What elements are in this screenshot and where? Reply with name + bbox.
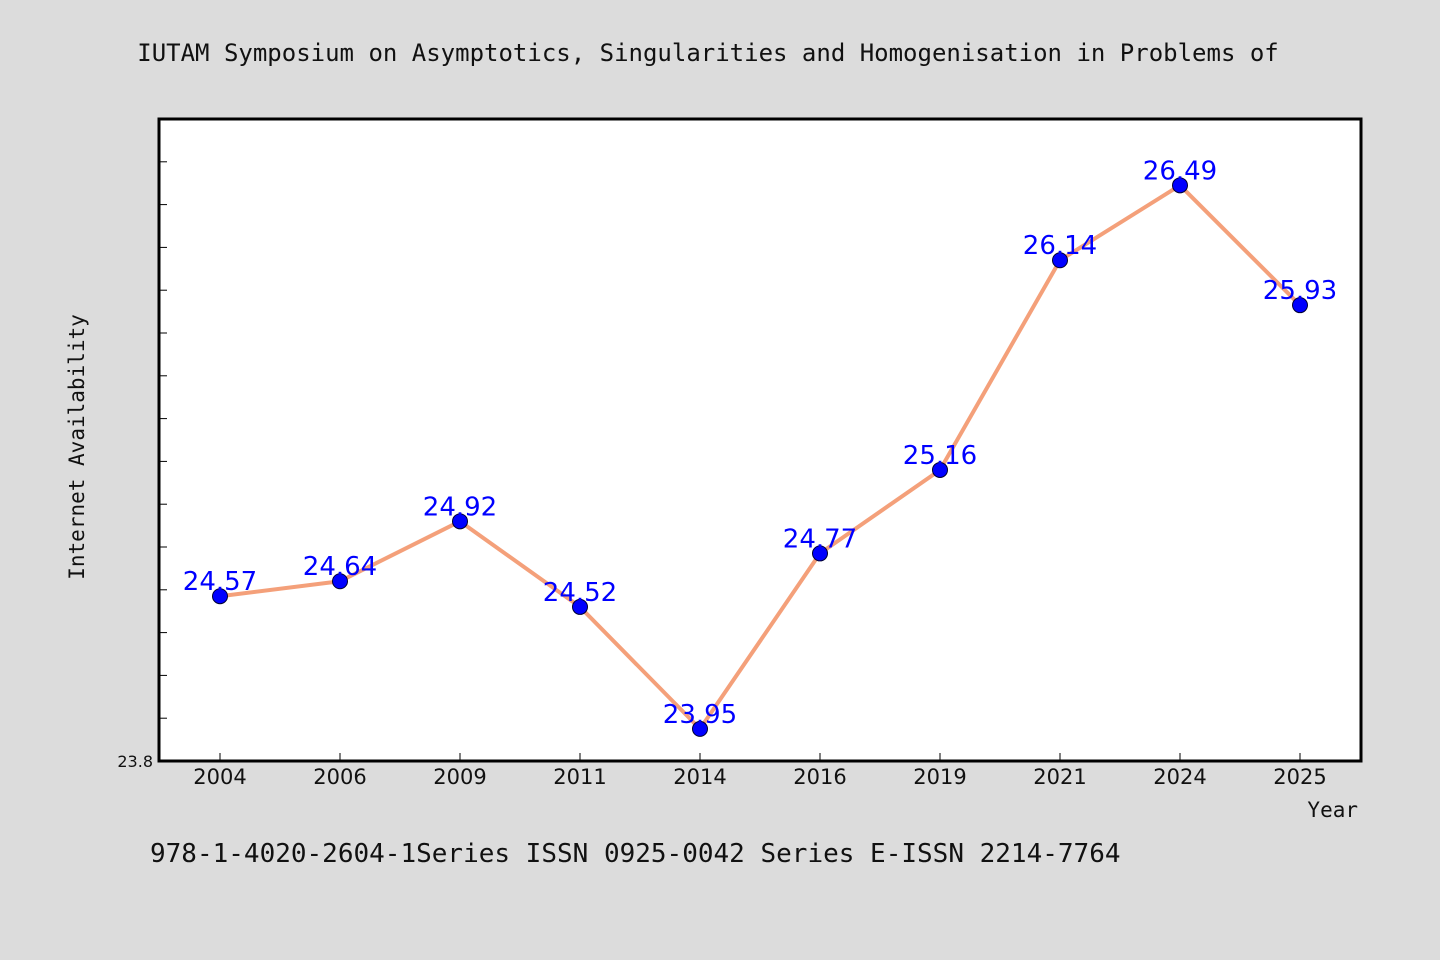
data-label: 24.92 xyxy=(423,492,497,522)
x-tick-label: 2024 xyxy=(1153,765,1206,789)
x-tick-label: 2021 xyxy=(1033,765,1086,789)
y-axis: 23.8 xyxy=(117,118,167,771)
data-point xyxy=(1292,297,1308,314)
data-label: 24.77 xyxy=(783,524,857,554)
x-tick-label: 2014 xyxy=(673,765,726,789)
data-point xyxy=(692,720,708,737)
data-point xyxy=(452,513,468,530)
y-tick-label: 23.8 xyxy=(117,752,153,771)
x-tick-label: 2011 xyxy=(553,765,606,789)
data-point xyxy=(212,588,228,605)
data-label: 26.49 xyxy=(1143,156,1217,186)
x-tick-label: 2025 xyxy=(1273,765,1326,789)
data-point xyxy=(812,545,828,562)
x-axis: 2004 2006 2009 2011 2014 2016 2019 2021 2024 2025 xyxy=(193,753,1327,789)
x-tick-label: 2006 xyxy=(313,765,366,789)
data-label: 24.57 xyxy=(183,567,257,597)
data-label: 25.93 xyxy=(1263,276,1337,306)
chart-title: IUTAM Symposium on Asymptotics, Singular… xyxy=(137,39,1279,67)
x-tick-label: 2009 xyxy=(433,765,486,789)
series-layer: 24.57 24.64 24.92 24.52 23.95 24.77 25.16 26.14… xyxy=(183,156,1337,737)
footer-issn-text: 978-1-4020-2604-1Series ISSN 0925-0042 S… xyxy=(150,839,1121,869)
data-point xyxy=(1172,177,1188,194)
data-point xyxy=(332,573,348,590)
data-label: 25.16 xyxy=(903,441,977,471)
y-axis-label: Internet Availability xyxy=(65,314,89,580)
data-point xyxy=(1052,252,1068,269)
x-axis-label: Year xyxy=(1307,798,1358,822)
x-tick-label: 2019 xyxy=(913,765,966,789)
data-label: 23.95 xyxy=(663,700,737,730)
plot-area xyxy=(157,117,1363,763)
data-label: 26.14 xyxy=(1023,231,1097,261)
series-line xyxy=(219,183,1302,731)
x-tick-label: 2004 xyxy=(193,765,246,789)
data-label: 24.52 xyxy=(543,578,617,608)
data-point xyxy=(572,598,588,615)
data-point xyxy=(932,461,948,478)
x-tick-label: 2016 xyxy=(793,765,846,789)
data-label: 24.64 xyxy=(303,552,377,582)
